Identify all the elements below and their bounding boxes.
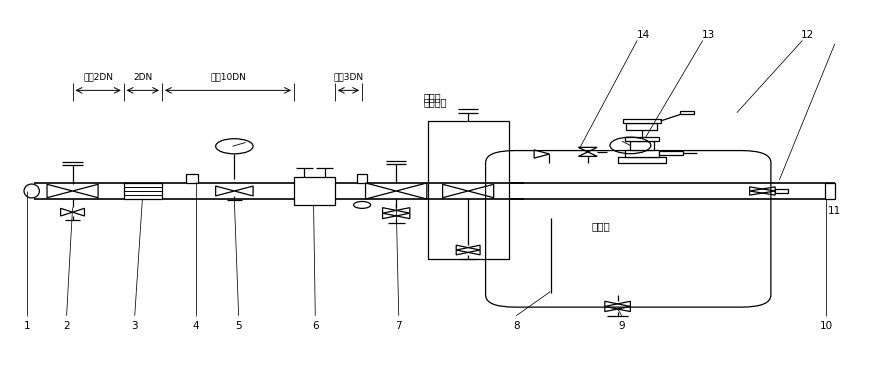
Text: 6: 6 — [312, 321, 319, 331]
Text: 12: 12 — [801, 30, 814, 40]
Bar — [625, 150, 659, 157]
Text: 11: 11 — [828, 206, 841, 216]
Text: 7: 7 — [395, 321, 402, 331]
Bar — [186, 174, 198, 183]
Text: 3: 3 — [131, 321, 138, 331]
Bar — [618, 157, 666, 163]
Text: 大于10DN: 大于10DN — [210, 73, 246, 82]
Text: 可选位置: 可选位置 — [423, 98, 447, 108]
Text: 14: 14 — [636, 30, 650, 40]
Text: 1: 1 — [24, 321, 30, 331]
Text: 5: 5 — [235, 321, 242, 331]
Bar — [623, 119, 660, 123]
Bar — [659, 151, 683, 155]
Bar — [775, 188, 788, 193]
Bar — [627, 123, 657, 130]
Text: 10: 10 — [819, 321, 833, 331]
Bar — [825, 183, 835, 199]
Text: 4: 4 — [193, 321, 199, 331]
Text: 9: 9 — [619, 321, 625, 331]
Text: 导流板: 导流板 — [592, 221, 611, 231]
Bar — [428, 121, 508, 259]
Text: 13: 13 — [702, 30, 715, 40]
Bar — [625, 137, 659, 141]
Bar — [357, 174, 368, 183]
Bar — [630, 141, 653, 150]
Bar — [680, 111, 693, 114]
Text: 大于2DN: 大于2DN — [83, 73, 113, 82]
Text: 8: 8 — [513, 321, 520, 331]
Bar — [294, 177, 335, 205]
Text: 增压阀: 增压阀 — [423, 92, 441, 102]
Text: 2DN: 2DN — [133, 73, 152, 82]
Text: 大于3DN: 大于3DN — [334, 73, 363, 82]
Text: 2: 2 — [63, 321, 70, 331]
Bar — [123, 183, 162, 199]
